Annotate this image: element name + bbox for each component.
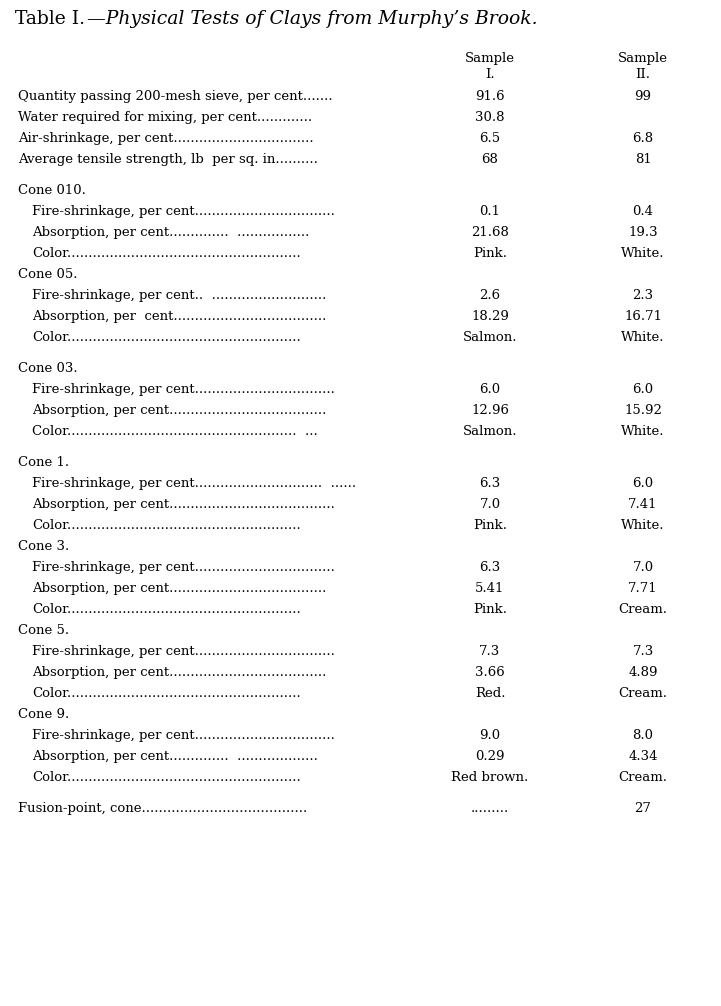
Text: I.: I.	[485, 68, 495, 81]
Text: White.: White.	[622, 519, 665, 532]
Text: 6.3: 6.3	[479, 561, 500, 574]
Text: Color.......................................................: Color...................................…	[32, 519, 301, 532]
Text: Cone 3.: Cone 3.	[18, 540, 69, 553]
Text: Cream.: Cream.	[619, 687, 668, 700]
Text: Water required for mixing, per cent.............: Water required for mixing, per cent.....…	[18, 111, 312, 124]
Text: Fire-shrinkage, per cent.................................: Fire-shrinkage, per cent................…	[32, 561, 335, 574]
Text: 6.0: 6.0	[479, 383, 500, 396]
Text: 6.5: 6.5	[479, 132, 500, 145]
Text: Quantity passing 200-mesh sieve, per cent.......: Quantity passing 200-mesh sieve, per cen…	[18, 90, 332, 103]
Text: 30.8: 30.8	[475, 111, 505, 124]
Text: 0.4: 0.4	[632, 205, 653, 218]
Text: II.: II.	[635, 68, 650, 81]
Text: Cone 9.: Cone 9.	[18, 708, 69, 721]
Text: 9.0: 9.0	[479, 729, 500, 742]
Text: Pink.: Pink.	[473, 247, 507, 260]
Text: Fire-shrinkage, per cent.................................: Fire-shrinkage, per cent................…	[32, 729, 335, 742]
Text: 18.29: 18.29	[471, 310, 509, 323]
Text: Fire-shrinkage, per cent..............................  ......: Fire-shrinkage, per cent................…	[32, 477, 356, 490]
Text: 81: 81	[634, 153, 651, 166]
Text: Color......................................................  ...: Color...................................…	[32, 425, 318, 438]
Text: 7.3: 7.3	[479, 645, 500, 658]
Text: Cone 1.: Cone 1.	[18, 456, 69, 469]
Text: Air-shrinkage, per cent.................................: Air-shrinkage, per cent.................…	[18, 132, 314, 145]
Text: Sample: Sample	[465, 52, 515, 65]
Text: 2.3: 2.3	[632, 289, 653, 302]
Text: 99: 99	[634, 90, 652, 103]
Text: 7.41: 7.41	[628, 498, 658, 511]
Text: 68: 68	[482, 153, 498, 166]
Text: 0.29: 0.29	[475, 750, 505, 763]
Text: Absorption, per cent..............  ...................: Absorption, per cent.............. .....…	[32, 750, 318, 763]
Text: Cone 010.: Cone 010.	[18, 184, 86, 197]
Text: 4.89: 4.89	[628, 666, 658, 679]
Text: Fire-shrinkage, per cent.................................: Fire-shrinkage, per cent................…	[32, 645, 335, 658]
Text: 3.66: 3.66	[475, 666, 505, 679]
Text: Table I.: Table I.	[15, 10, 85, 28]
Text: 7.0: 7.0	[479, 498, 500, 511]
Text: 5.41: 5.41	[475, 582, 505, 595]
Text: 8.0: 8.0	[632, 729, 653, 742]
Text: 4.34: 4.34	[628, 750, 658, 763]
Text: 91.6: 91.6	[475, 90, 505, 103]
Text: Cone 05.: Cone 05.	[18, 268, 77, 281]
Text: Pink.: Pink.	[473, 519, 507, 532]
Text: Absorption, per cent.....................................: Absorption, per cent....................…	[32, 666, 327, 679]
Text: 21.68: 21.68	[471, 226, 509, 239]
Text: Cone 5.: Cone 5.	[18, 624, 69, 637]
Text: 6.8: 6.8	[632, 132, 653, 145]
Text: White.: White.	[622, 247, 665, 260]
Text: 16.71: 16.71	[624, 310, 662, 323]
Text: Salmon.: Salmon.	[463, 425, 517, 438]
Text: Average tensile strength, lb  per sq. in..........: Average tensile strength, lb per sq. in.…	[18, 153, 318, 166]
Text: Sample: Sample	[618, 52, 668, 65]
Text: 6.3: 6.3	[479, 477, 500, 490]
Text: White.: White.	[622, 425, 665, 438]
Text: Cream.: Cream.	[619, 603, 668, 616]
Text: Fire-shrinkage, per cent..  ...........................: Fire-shrinkage, per cent.. .............…	[32, 289, 327, 302]
Text: .........: .........	[471, 802, 509, 815]
Text: 27: 27	[634, 802, 652, 815]
Text: Color.......................................................: Color...................................…	[32, 247, 301, 260]
Text: Color.......................................................: Color...................................…	[32, 331, 301, 344]
Text: —Physical Tests of Clays from Murphy’s Brook.: —Physical Tests of Clays from Murphy’s B…	[87, 10, 538, 28]
Text: Absorption, per cent.....................................: Absorption, per cent....................…	[32, 582, 327, 595]
Text: Salmon.: Salmon.	[463, 331, 517, 344]
Text: Fire-shrinkage, per cent.................................: Fire-shrinkage, per cent................…	[32, 205, 335, 218]
Text: Red.: Red.	[474, 687, 505, 700]
Text: Color.......................................................: Color...................................…	[32, 603, 301, 616]
Text: 0.1: 0.1	[479, 205, 500, 218]
Text: 15.92: 15.92	[624, 404, 662, 417]
Text: Absorption, per cent.....................................: Absorption, per cent....................…	[32, 404, 327, 417]
Text: Pink.: Pink.	[473, 603, 507, 616]
Text: 19.3: 19.3	[628, 226, 658, 239]
Text: White.: White.	[622, 331, 665, 344]
Text: 6.0: 6.0	[632, 383, 653, 396]
Text: Absorption, per cent.......................................: Absorption, per cent....................…	[32, 498, 335, 511]
Text: Absorption, per cent..............  .................: Absorption, per cent.............. .....…	[32, 226, 309, 239]
Text: Color.......................................................: Color...................................…	[32, 771, 301, 784]
Text: 12.96: 12.96	[471, 404, 509, 417]
Text: Absorption, per  cent....................................: Absorption, per cent....................…	[32, 310, 327, 323]
Text: Color.......................................................: Color...................................…	[32, 687, 301, 700]
Text: 7.71: 7.71	[628, 582, 658, 595]
Text: 7.0: 7.0	[632, 561, 653, 574]
Text: Cone 03.: Cone 03.	[18, 362, 78, 375]
Text: Cream.: Cream.	[619, 771, 668, 784]
Text: 7.3: 7.3	[632, 645, 654, 658]
Text: 2.6: 2.6	[479, 289, 500, 302]
Text: Red brown.: Red brown.	[451, 771, 528, 784]
Text: Fusion-point, cone.......................................: Fusion-point, cone......................…	[18, 802, 307, 815]
Text: 6.0: 6.0	[632, 477, 653, 490]
Text: Fire-shrinkage, per cent.................................: Fire-shrinkage, per cent................…	[32, 383, 335, 396]
